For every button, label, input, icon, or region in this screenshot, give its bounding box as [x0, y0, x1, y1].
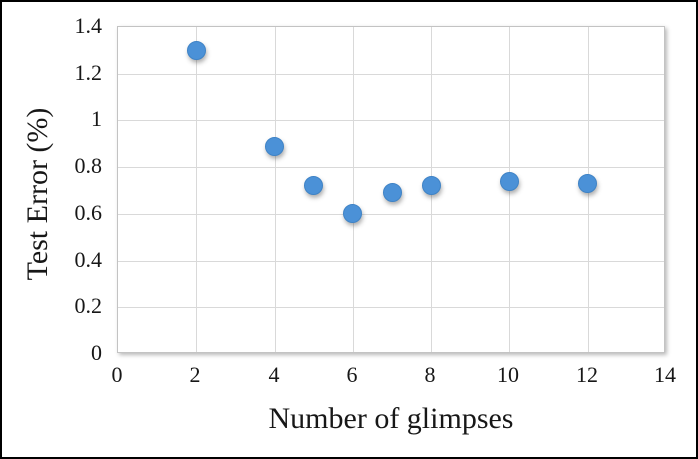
gridline-vertical: [275, 27, 276, 352]
data-point: [421, 176, 441, 196]
x-axis-tick-label: 6: [346, 362, 358, 387]
gridline-vertical: [353, 27, 354, 352]
x-axis-tick-label: 0: [111, 362, 123, 387]
plot-area: [117, 26, 665, 353]
x-axis-tick-label: 2: [189, 362, 201, 387]
data-point: [499, 171, 519, 191]
y-axis-tick-label: 1.2: [74, 60, 103, 85]
gridline-vertical: [196, 27, 197, 352]
y-axis-tick-label: 0: [91, 340, 102, 365]
gridline-horizontal: [118, 120, 664, 121]
x-axis-title: Number of glimpses: [268, 402, 514, 435]
data-point: [578, 173, 598, 193]
y-axis-tick-label: 0.2: [74, 293, 103, 318]
data-point: [304, 176, 324, 196]
gridline-horizontal: [118, 261, 664, 262]
y-axis-tick-label: 0.4: [74, 247, 103, 272]
x-axis-tick-label: 14: [654, 362, 676, 387]
data-point: [343, 204, 363, 224]
x-axis-tick-label: 12: [576, 362, 598, 387]
data-point: [186, 40, 206, 60]
x-axis-tick-label: 4: [268, 362, 280, 387]
y-axis-tick-label: 1: [91, 106, 102, 131]
y-axis-tick-label: 0.6: [74, 200, 103, 225]
y-axis-tick-label: 1.4: [74, 13, 103, 38]
gridline-horizontal: [118, 167, 664, 168]
x-axis-tick-label: 10: [497, 362, 519, 387]
data-point: [265, 136, 285, 156]
gridline-horizontal: [118, 307, 664, 308]
data-point: [382, 183, 402, 203]
y-axis-tick-label: 0.8: [74, 153, 103, 178]
gridline-horizontal: [118, 74, 664, 75]
gridline-horizontal: [118, 214, 664, 215]
x-axis-tick-label: 8: [424, 362, 436, 387]
